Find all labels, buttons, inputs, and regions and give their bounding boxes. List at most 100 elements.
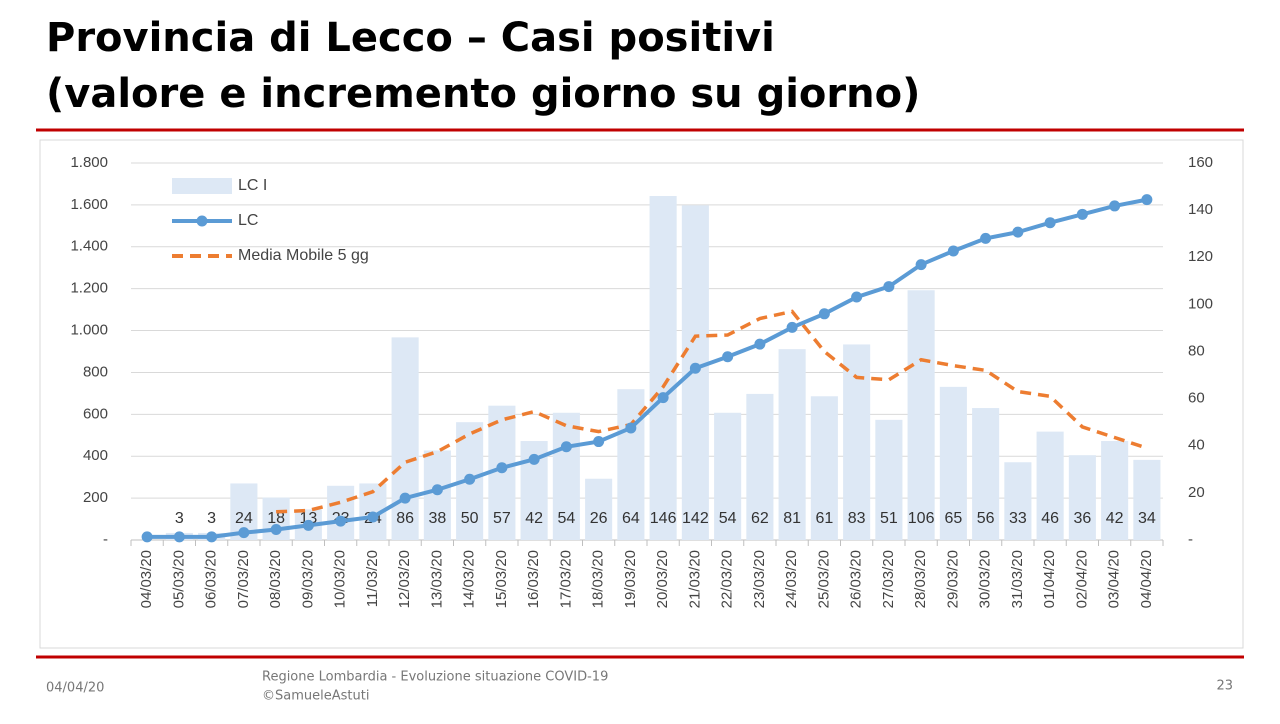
data-label: 18 <box>267 510 285 527</box>
data-label: 38 <box>428 510 446 527</box>
data-label: 42 <box>1106 510 1124 527</box>
title-line: (valore e incremento giorno su giorno) <box>46 71 920 117</box>
point <box>496 462 508 474</box>
data-label: 61 <box>815 510 833 527</box>
x-tick-label: 11/03/20 <box>364 550 381 607</box>
y-tick-label: 1.800 <box>70 154 108 171</box>
x-tick-label: 13/03/20 <box>428 550 445 608</box>
x-tick-label: 24/03/20 <box>783 550 800 608</box>
bar <box>1101 441 1129 540</box>
point <box>464 473 476 485</box>
y-tick-label: - <box>103 531 108 548</box>
data-label: 3 <box>175 510 184 527</box>
point <box>980 232 992 244</box>
bar <box>327 485 355 540</box>
bar <box>1036 431 1064 540</box>
y2-tick-label: 140 <box>1188 201 1213 218</box>
plot: - 200 400 600 800 1.000 1.200 1.400 1.600 1.800 - 2… <box>70 154 1213 608</box>
point <box>206 531 218 543</box>
bar <box>972 408 1000 540</box>
data-label: 3 <box>207 510 216 527</box>
point <box>238 527 250 539</box>
data-label: 33 <box>1009 510 1027 527</box>
data-label: 64 <box>622 510 640 527</box>
x-tick-label: 23/03/20 <box>751 550 768 608</box>
x-tick-label: 06/03/20 <box>203 550 220 608</box>
y2-tick-label: 160 <box>1188 154 1213 171</box>
y2-tick-label: 80 <box>1188 342 1205 359</box>
data-label: 146 <box>650 510 677 527</box>
y-tick-label: 200 <box>83 489 108 506</box>
point <box>851 291 863 303</box>
legend-label: Media Mobile 5 gg <box>238 247 369 264</box>
bar <box>714 412 742 540</box>
x-tick-label: 15/03/20 <box>493 550 510 608</box>
point <box>302 519 314 531</box>
point <box>1076 208 1088 220</box>
x-tick-label: 31/03/20 <box>1009 550 1026 608</box>
point <box>786 321 798 333</box>
data-label: 83 <box>848 510 866 527</box>
y-tick-label: 1.200 <box>70 280 108 297</box>
legend-label: LC I <box>238 177 267 194</box>
data-label: 56 <box>977 510 995 527</box>
legend-marker <box>196 215 208 227</box>
point <box>173 531 185 543</box>
point <box>722 351 734 363</box>
point <box>689 362 701 374</box>
bar <box>746 393 774 540</box>
y2-tick-label: 60 <box>1188 390 1205 407</box>
x-tick-label: 25/03/20 <box>815 550 832 608</box>
data-label: 34 <box>1138 510 1156 527</box>
point <box>947 245 959 257</box>
point <box>1109 200 1121 212</box>
data-label: 62 <box>751 510 769 527</box>
data-label: 24 <box>235 510 253 527</box>
bar <box>649 195 677 541</box>
legend-swatch <box>172 178 232 194</box>
point <box>528 453 540 465</box>
data-label: 54 <box>557 510 575 527</box>
y-tick-label: 1.400 <box>70 238 108 255</box>
y-tick-label: 1.000 <box>70 322 108 339</box>
point <box>883 281 895 293</box>
x-tick-label: 10/03/20 <box>332 550 349 608</box>
x-tick-label: 27/03/20 <box>880 550 897 608</box>
data-label: 57 <box>493 510 511 527</box>
data-label: 46 <box>1041 510 1059 527</box>
point <box>141 531 153 543</box>
x-tick-label: 08/03/20 <box>267 550 284 608</box>
x-tick-label: 07/03/20 <box>235 550 252 608</box>
page-number: 23 <box>1216 679 1233 694</box>
x-tick-label: 09/03/20 <box>299 550 316 608</box>
x-tick-label: 26/03/20 <box>848 550 865 608</box>
bar <box>1068 455 1096 540</box>
legend-label: LC <box>238 212 258 229</box>
bar <box>778 349 806 540</box>
x-tick-label: 16/03/20 <box>525 550 542 608</box>
point <box>335 515 347 527</box>
bar <box>391 337 419 540</box>
x-tick-label: 30/03/20 <box>977 550 994 608</box>
point <box>431 484 443 496</box>
y2-tick-label: 20 <box>1188 484 1205 501</box>
y2-tick-label: 40 <box>1188 437 1205 454</box>
data-label: 36 <box>1073 510 1091 527</box>
x-tick-label: 02/04/20 <box>1073 550 1090 608</box>
x-tick-label: 20/03/20 <box>654 550 671 608</box>
bar <box>552 412 580 540</box>
data-label: 142 <box>682 510 709 527</box>
y-tick-label: 400 <box>83 447 108 464</box>
bar <box>907 290 935 540</box>
point <box>367 511 379 523</box>
point <box>399 492 411 504</box>
bar <box>939 386 967 540</box>
data-label: 54 <box>719 510 737 527</box>
data-label: 86 <box>396 510 414 527</box>
footer-source: Regione Lombardia - Evoluzione situazion… <box>262 670 608 685</box>
x-tick-label: 21/03/20 <box>686 550 703 608</box>
y2-tick-label: 100 <box>1188 295 1213 312</box>
point <box>1044 217 1056 229</box>
x-tick-label: 14/03/20 <box>461 550 478 608</box>
